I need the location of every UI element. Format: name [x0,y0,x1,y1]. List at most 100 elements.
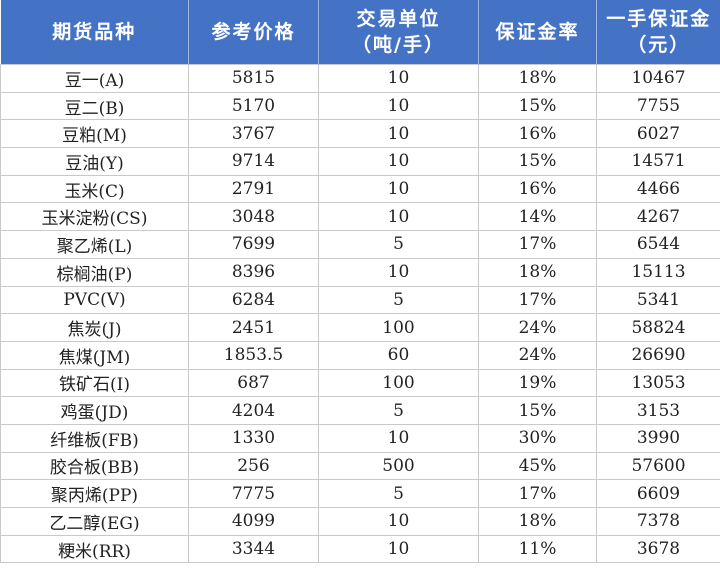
table-cell: 16% [478,174,597,204]
table-cell: 256 [188,451,319,481]
table-body: 豆一(A) 5815 10 18% 10467 豆二(B) 5170 10 15% 7755 豆粕(… [0,64,720,564]
table-cell: 17% [478,479,597,508]
table-cell: 铁矿石(I) [0,368,189,398]
table-cell: 聚丙烯(PP) [0,479,189,508]
table-row: 棕榈油(P) 8396 10 18% 15113 [0,257,720,287]
table-row: 聚乙烯(L) 7699 5 17% 6544 [0,230,720,259]
table-row: 豆二(B) 5170 10 15% 7755 [0,91,720,121]
table-cell: 2791 [188,174,319,204]
table-cell: 7699 [188,230,319,259]
table-cell: 7378 [596,507,720,536]
table-cell: 4204 [188,396,319,425]
table-row: 纤维板(FB) 1330 10 30% 3990 [0,423,720,453]
table-cell: 57600 [596,451,720,481]
table-row: 玉米(C) 2791 10 16% 4466 [0,174,720,204]
table-cell: 10 [318,202,479,232]
table-cell: 3767 [188,119,319,149]
table-row: 豆粕(M) 3767 10 16% 6027 [0,119,720,149]
table-row: 玉米淀粉(CS) 3048 10 14% 4267 [0,202,720,232]
table-cell: 5341 [596,285,720,315]
table-cell: 3048 [188,202,319,232]
table-cell: 1330 [188,423,319,453]
table-cell: 18% [478,257,597,287]
table-cell: 15113 [596,257,720,287]
table-cell: 10 [318,534,479,564]
table-cell: 6027 [596,119,720,149]
table-cell: 14571 [596,147,720,176]
table-cell: 5 [318,285,479,315]
table-cell: 1853.5 [188,340,319,370]
table-cell: 6544 [596,230,720,259]
table-cell: 15% [478,396,597,425]
table-cell: 500 [318,451,479,481]
table-row: 乙二醇(EG) 4099 10 18% 7378 [0,507,720,536]
table-cell: 10 [318,119,479,149]
table-cell: 11% [478,534,597,564]
table-cell: 5 [318,479,479,508]
table-row: 豆油(Y) 9714 10 15% 14571 [0,147,720,176]
table-cell: 17% [478,285,597,315]
table-row: 胶合板(BB) 256 500 45% 57600 [0,451,720,481]
table-cell: 聚乙烯(L) [0,230,189,259]
table-cell: 10 [318,507,479,536]
table-cell: 17% [478,230,597,259]
table-row: PVC(V) 6284 5 17% 5341 [0,285,720,315]
table-cell: 10 [318,257,479,287]
table-cell: 30% [478,423,597,453]
table-cell: 10 [318,174,479,204]
table-cell: 鸡蛋(JD) [0,396,189,425]
table-cell: 18% [478,64,597,93]
table-cell: 粳米(RR) [0,534,189,564]
table-header: 期货品种 参考价格 交易单位 （吨/手） 保证金率 一手保证金 （元） [0,0,720,65]
table-cell: 玉米(C) [0,174,189,204]
table-cell: 60 [318,340,479,370]
table-cell: 4099 [188,507,319,536]
table-cell: PVC(V) [0,285,189,315]
table-cell: 687 [188,368,319,398]
table-row: 粳米(RR) 3344 10 11% 3678 [0,534,720,564]
table-cell: 4267 [596,202,720,232]
table-cell: 100 [318,313,479,342]
table-cell: 3678 [596,534,720,564]
table-cell: 26690 [596,340,720,370]
table-cell: 5170 [188,91,319,121]
table-row: 焦炭(J) 2451 100 24% 58824 [0,313,720,342]
table-cell: 15% [478,147,597,176]
header-cell: 期货品种 [0,0,189,65]
table-cell: 19% [478,368,597,398]
table-cell: 棕榈油(P) [0,257,189,287]
table-cell: 乙二醇(EG) [0,507,189,536]
table-row: 铁矿石(I) 687 100 19% 13053 [0,368,720,398]
table-cell: 10 [318,147,479,176]
table-row: 聚丙烯(PP) 7775 5 17% 6609 [0,479,720,508]
table-cell: 7775 [188,479,319,508]
table-cell: 14% [478,202,597,232]
table-cell: 58824 [596,313,720,342]
table-cell: 45% [478,451,597,481]
table-cell: 100 [318,368,479,398]
table-cell: 13053 [596,368,720,398]
table-cell: 豆二(B) [0,91,189,121]
table-cell: 10 [318,91,479,121]
table-cell: 焦煤(JM) [0,340,189,370]
table-cell: 4466 [596,174,720,204]
table-cell: 9714 [188,147,319,176]
table-cell: 5 [318,230,479,259]
table-cell: 玉米淀粉(CS) [0,202,189,232]
table-cell: 10 [318,64,479,93]
table-cell: 10 [318,423,479,453]
header-cell: 参考价格 [188,0,319,65]
table-cell: 6284 [188,285,319,315]
header-cell: 一手保证金 （元） [596,0,720,65]
table-cell: 7755 [596,91,720,121]
table-cell: 15% [478,91,597,121]
table-row: 豆一(A) 5815 10 18% 10467 [0,64,720,93]
table-cell: 2451 [188,313,319,342]
table-cell: 24% [478,340,597,370]
header-cell: 保证金率 [478,0,597,65]
table-cell: 豆一(A) [0,64,189,93]
table-row: 焦煤(JM) 1853.5 60 24% 26690 [0,340,720,370]
header-cell: 交易单位 （吨/手） [318,0,479,65]
